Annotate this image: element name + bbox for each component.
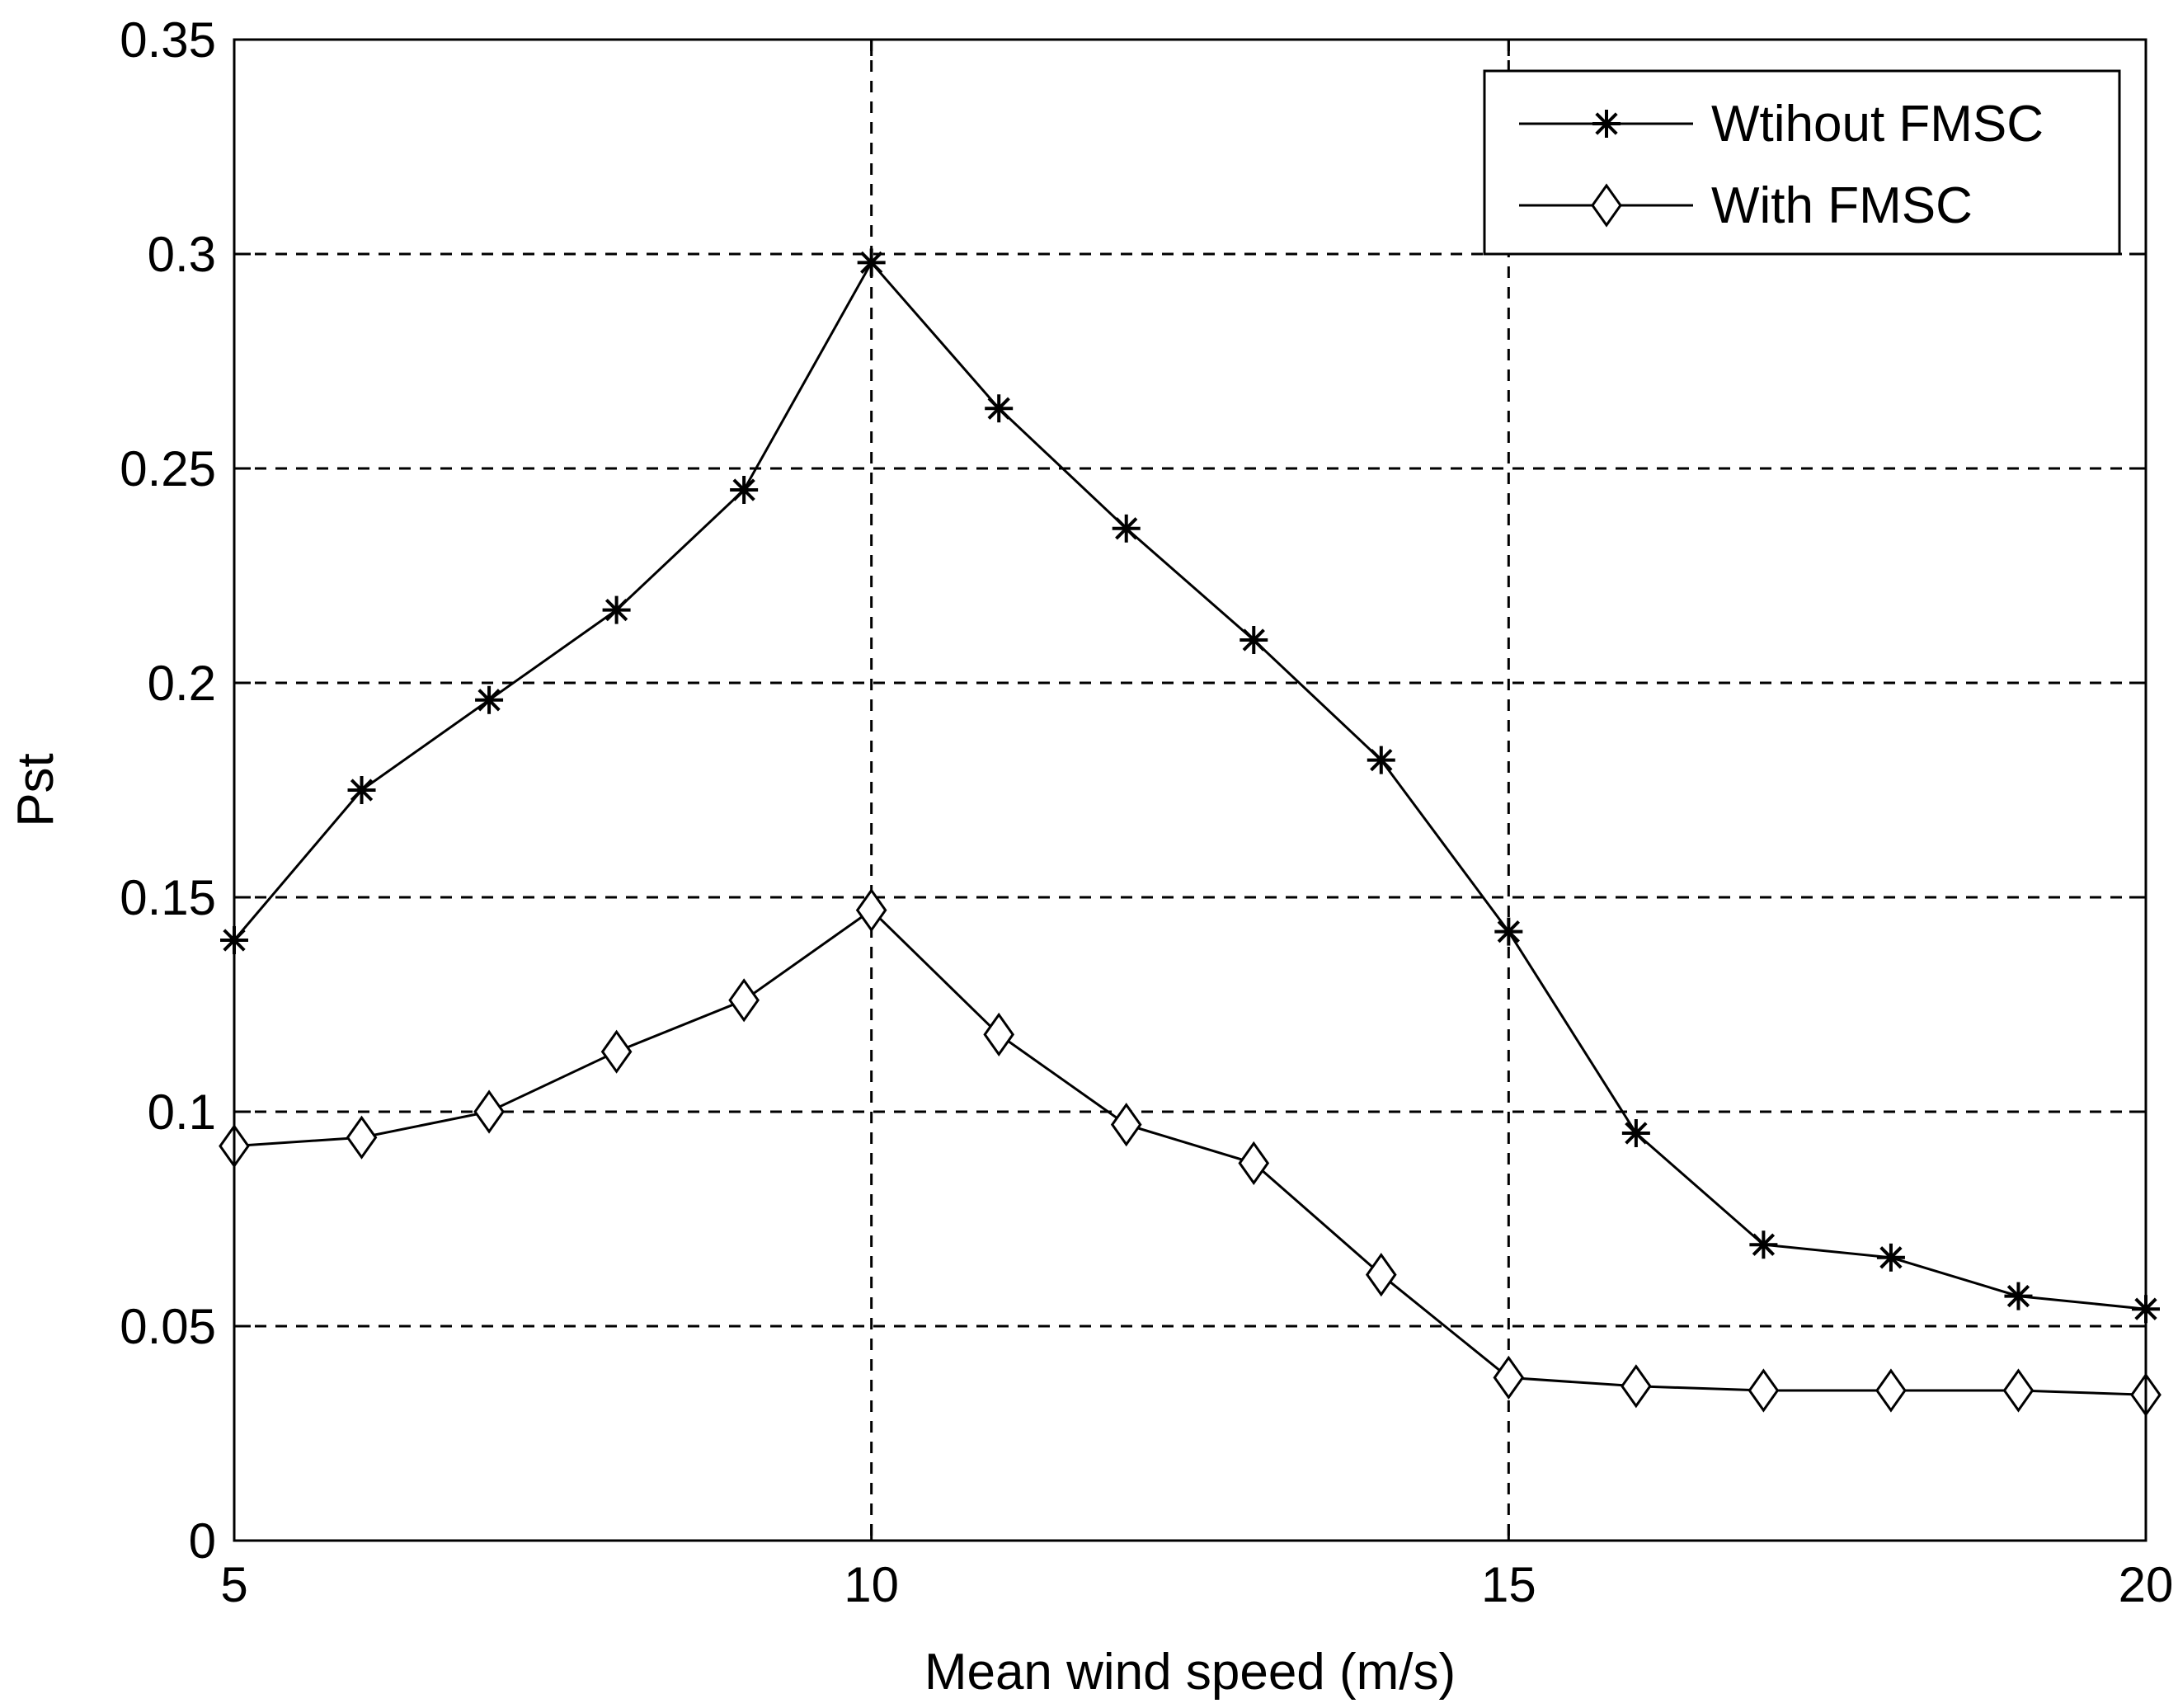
y-tick-label: 0.3 — [148, 227, 216, 282]
asterisk-stroke — [350, 779, 374, 802]
data-point-asterisk — [602, 595, 631, 624]
asterisk-stroke — [1370, 748, 1393, 772]
asterisk-stroke — [477, 689, 501, 712]
data-point-asterisk — [1749, 1230, 1778, 1259]
asterisk-stroke — [1752, 1233, 1776, 1256]
data-point-asterisk — [1876, 1243, 1905, 1272]
asterisk-stroke — [1115, 517, 1138, 540]
data-point-diamond — [1365, 1253, 1397, 1297]
asterisk-stroke — [1242, 628, 1265, 652]
legend-label-without-fmsc: Wtihout FMSC — [1711, 96, 2044, 153]
asterisk-stroke — [1879, 1246, 1903, 1269]
series-line — [233, 908, 2147, 1396]
series-with-fmsc — [219, 888, 2162, 1417]
data-point-diamond — [600, 1029, 633, 1074]
asterisk-stroke — [2006, 1284, 2030, 1308]
legend-marker-asterisk — [1592, 110, 1621, 138]
tick-labels: 5 10 15 20 0 0.05 0.1 0.15 0.2 0.25 0.3 0.35 — [120, 12, 2173, 1612]
asterisk-stroke — [732, 478, 755, 501]
data-point-diamond — [1748, 1368, 1780, 1413]
y-axis-title: Pst — [7, 753, 64, 827]
axis-ticks — [233, 38, 2147, 1542]
data-point-diamond — [1493, 1355, 1525, 1400]
data-point-asterisk — [347, 776, 376, 804]
legend-marker-diamond — [1591, 183, 1622, 228]
data-point-diamond — [473, 1089, 505, 1134]
legend-box — [1483, 69, 2121, 256]
data-point-asterisk — [985, 394, 1014, 423]
y-tick-label: 0 — [189, 1513, 216, 1569]
y-tick-label: 0.1 — [148, 1085, 216, 1140]
data-point-diamond — [728, 978, 760, 1023]
asterisk-stroke — [1625, 1122, 1648, 1145]
y-tick-label: 0.05 — [120, 1299, 216, 1354]
data-point-asterisk — [2004, 1282, 2033, 1310]
data-point-asterisk — [1240, 626, 1268, 654]
asterisk-stroke — [860, 251, 883, 275]
data-point-asterisk — [1621, 1119, 1650, 1147]
data-point-diamond — [983, 1012, 1015, 1056]
asterisk-stroke — [1497, 920, 1520, 943]
data-point-asterisk — [730, 476, 759, 504]
x-axis-title: Mean wind speed (m/s) — [924, 1644, 1456, 1701]
series-group — [219, 248, 2162, 1417]
grid — [234, 40, 2146, 1541]
y-tick-label: 0.2 — [148, 656, 216, 711]
data-point-asterisk — [1367, 746, 1395, 774]
asterisk-stroke — [987, 397, 1010, 420]
data-point-diamond — [1875, 1368, 1907, 1413]
data-point-diamond — [2002, 1368, 2035, 1413]
data-point-asterisk — [1494, 917, 1523, 946]
plot-background — [234, 40, 2146, 1541]
y-tick-label: 0.35 — [120, 12, 216, 68]
data-point-diamond — [1110, 1103, 1142, 1147]
x-tick-label: 5 — [220, 1557, 247, 1612]
series-without-fmsc — [220, 248, 2160, 1324]
y-tick-label: 0.25 — [120, 441, 216, 496]
legend-entries — [1519, 110, 1693, 228]
data-point-diamond — [1238, 1141, 1270, 1185]
data-point-asterisk — [475, 685, 504, 714]
asterisk-stroke — [604, 598, 628, 622]
y-tick-label: 0.15 — [120, 870, 216, 925]
data-point-diamond — [1621, 1364, 1652, 1409]
data-point-diamond — [855, 888, 887, 933]
asterisk-stroke — [1595, 112, 1618, 135]
legend-label-with-fmsc: With FMSC — [1711, 177, 1973, 234]
legend: Wtihout FMSC With FMSC — [1483, 69, 2121, 256]
data-point-diamond — [346, 1115, 378, 1160]
x-tick-label: 10 — [844, 1557, 899, 1612]
series-line — [233, 260, 2147, 1310]
data-point-asterisk — [1112, 514, 1141, 543]
plot-frame — [233, 38, 2147, 1542]
x-tick-label: 20 — [2119, 1557, 2174, 1612]
x-tick-label: 15 — [1481, 1557, 1536, 1612]
data-point-asterisk — [857, 248, 886, 277]
